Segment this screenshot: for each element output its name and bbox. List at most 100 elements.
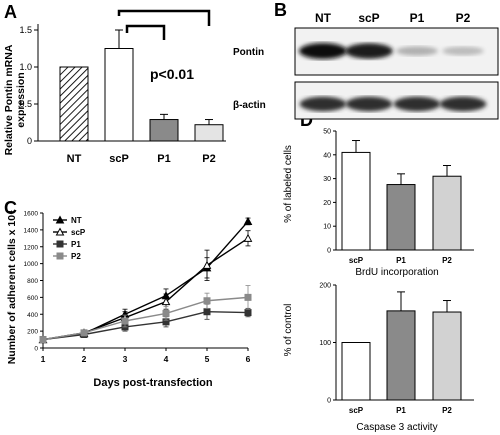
panel-b-band [345,96,393,112]
panel-c-xtick-label: 1 [41,354,46,364]
panel-d-top-bar-chart: % of labeled cells BrdU incorporation 0 1… [283,129,474,278]
panel-d-bottom-category-label: P1 [396,406,406,415]
panel-d-top-ytick-label: 0 [327,248,331,255]
panel-a-category-label: P2 [202,153,215,165]
panel-c-ytick-label: 1600 [24,211,39,218]
panel-c-ytick-label: 800 [27,278,38,285]
panel-d-bottom-bar [341,342,371,401]
panel-a-ytick-label: 1.0 [19,62,32,72]
panel-b-band [299,96,347,112]
panel-a-bracket-p2 [117,9,211,26]
panel-c-point-marker [203,308,211,316]
panel-c-point-marker [243,233,253,242]
panel-a-ylabel-line1: Relative Pontin mRNA [3,44,15,155]
panel-a-annotation: p<0.01 [150,66,194,82]
panel-a-ytick-label: 0.5 [19,99,32,109]
panel-c-point-marker [55,227,65,236]
panel-d-bottom-ytick-label: 100 [319,340,331,347]
panel-a-category-label: scP [109,153,129,165]
panel-c-line-chart: Number of adherent cells x 10⁴ Days post… [6,210,253,389]
panel-d-bottom-category-label: P2 [442,406,452,415]
panel-c-point-marker [80,329,88,337]
panel-d-bottom-bar [386,310,416,401]
panel-d-top-category-label: P2 [442,256,452,265]
panel-c-point-marker [161,297,171,306]
panel-d-bottom-ytick-label: 200 [319,283,331,290]
panel-c-legend-label: P1 [71,240,81,249]
panel-c-series-line [42,296,249,341]
panel-b-band [442,46,484,56]
panel-d-top-category-label: scP [349,256,364,265]
panel-c-xtick-label: 2 [82,354,87,364]
panel-d-top-xlabel: BrdU incorporation [355,267,438,278]
panel-label-c: C [4,198,17,218]
panel-a-bar [59,66,89,142]
panel-c-ytick-label: 1400 [24,227,39,234]
panel-c-ytick-label: 200 [27,329,38,336]
panel-c-xtick-label: 6 [246,354,251,364]
panel-label-a: A [4,2,17,22]
panel-c-point-marker [244,293,252,301]
panel-c-ytick-label: 600 [27,295,38,302]
panel-d-bottom-ylabel: % of control [283,304,294,357]
panel-c-point-marker [55,215,65,224]
panel-a-ylabel-line2: expression [15,72,27,127]
panel-c-point-marker [202,260,212,269]
panel-d-top-ytick-label: 20 [323,200,331,207]
panel-a-ytick-label: 0 [27,136,32,146]
panel-c-point-marker [121,317,129,325]
panel-c-series-line [42,311,249,341]
panel-c-ylabel: Number of adherent cells x 10⁴ [6,210,18,365]
panel-c-xtick-label: 4 [164,354,169,364]
panel-d-bottom-bar-chart: % of control Caspase 3 activity 0 100 200 s… [283,283,474,433]
panel-c-legend-label: P2 [71,252,81,261]
panel-c-point-marker [56,240,64,248]
panel-d-bottom-xlabel: Caspase 3 activity [356,422,437,433]
panel-a-ytick-label: 1.5 [19,25,32,35]
panel-d-bottom-ytick-label: 0 [327,398,331,405]
panel-d-top-ytick-label: 50 [323,129,331,136]
panel-a-bracket-p1 [125,24,166,40]
panel-d-bottom-bar [432,311,462,401]
panel-b-lane-label: P2 [456,11,471,25]
panel-d-top-ytick-label: 30 [323,176,331,183]
panel-c-point-marker [244,309,252,317]
panel-c-ytick-label: 1000 [24,261,39,268]
panel-d-top-bar [386,184,416,251]
panel-b-lane-label: scP [358,11,379,25]
panel-c-point-marker [203,297,211,305]
panel-b-band [299,43,347,59]
panel-c-legend-label: scP [71,228,86,237]
panel-a-category-label: NT [67,153,82,165]
panel-b-row-label: β-actin [233,100,266,111]
panel-b-lane-label: P1 [410,11,425,25]
panel-c-xtick-label: 3 [123,354,128,364]
panel-c-ytick-label: 1200 [24,244,39,251]
panel-c-xlabel: Days post-transfection [93,377,212,389]
panel-label-b: B [274,0,287,20]
panel-a-bar [104,48,134,142]
panel-b-band [396,46,438,56]
panel-c-xtick-label: 5 [205,354,210,364]
panel-a-bar [149,119,179,142]
panel-c-ytick-label: 0 [34,346,38,353]
panel-b-lane-label: NT [315,11,332,25]
panel-b-band [345,43,393,59]
panel-c-legend-label: NT [71,216,82,225]
panel-a-category-label: P1 [157,153,170,165]
panel-b-row-label: Pontin [233,47,264,58]
panel-d-top-ytick-label: 10 [323,224,331,231]
panel-d-top-bar [341,151,371,251]
panel-a-bar [194,124,224,142]
panel-b-western-blot: NT scP P1 P2 Pontin β-actin [233,11,499,120]
panel-c-point-marker [162,309,170,317]
panel-d-top-ytick-label: 40 [323,152,331,159]
panel-c-point-marker [39,336,47,344]
panel-d-top-category-label: P1 [396,256,406,265]
panel-b-band [393,96,441,112]
panel-d-top-bar [432,175,462,251]
panel-d-top-ylabel: % of labeled cells [283,145,294,223]
panel-b-band [439,96,487,112]
panel-c-point-marker [243,216,253,225]
panel-c-ytick-label: 400 [27,312,38,319]
